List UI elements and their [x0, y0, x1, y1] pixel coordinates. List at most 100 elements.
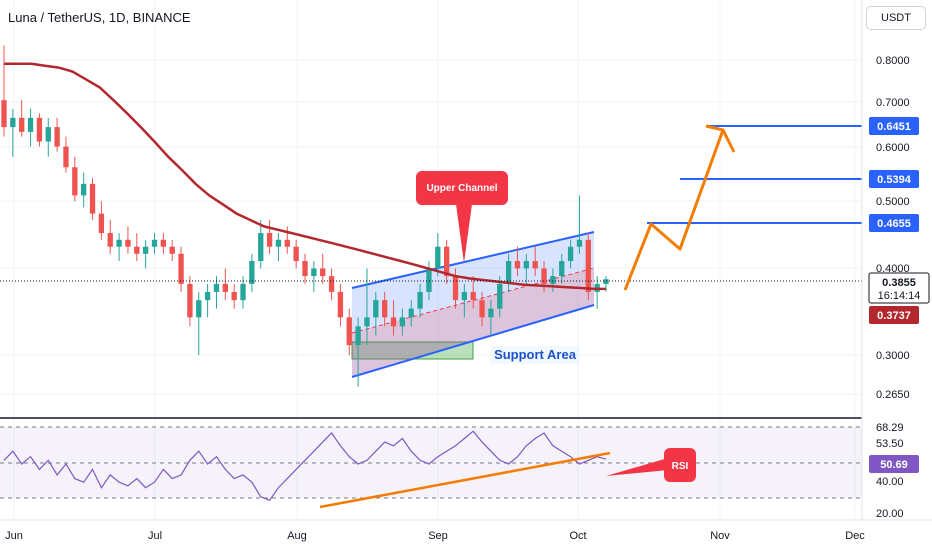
candle-body — [10, 117, 16, 128]
ma-price-label: 0.3737 — [869, 306, 919, 324]
candle-body — [567, 246, 574, 262]
candle-body — [98, 213, 105, 234]
candle-body — [532, 261, 538, 269]
candle-body — [470, 291, 476, 301]
candle-body — [258, 233, 264, 262]
candle-body — [151, 239, 158, 247]
rsi-line — [3, 430, 607, 502]
rsi-tick: 53.50 — [876, 438, 904, 450]
candle-body — [585, 239, 591, 292]
time-label: Jun — [5, 530, 23, 542]
target-label-3: 0.4655 — [869, 214, 919, 232]
candle-body — [479, 300, 485, 318]
candle-body — [337, 291, 344, 318]
price-tick: 0.5000 — [876, 196, 910, 208]
candle-body — [364, 317, 370, 327]
candle-body — [355, 326, 361, 346]
candle-body — [275, 239, 282, 247]
rsi-axis[interactable]: 68.29 53.50 40.00 20.00 — [876, 422, 904, 520]
support-area-label-bg — [491, 346, 579, 364]
moving-average-line — [4, 62, 607, 291]
upper-channel-callout: Upper Channel — [416, 171, 508, 263]
candle-body — [213, 283, 220, 292]
channel-lower-line — [351, 304, 595, 378]
candle-body — [576, 239, 583, 247]
time-label: Oct — [569, 530, 586, 542]
candle-body — [19, 117, 25, 132]
candle-body — [514, 261, 521, 269]
svg-text:50.69: 50.69 — [880, 459, 908, 471]
candle-body — [488, 308, 494, 318]
candle-body — [160, 239, 167, 247]
projection-path — [623, 129, 725, 291]
candle-body — [559, 261, 565, 277]
candle-body — [443, 246, 450, 277]
projection-arrowhead — [705, 124, 736, 153]
rsi-tick: 20.00 — [876, 508, 904, 520]
candle-body — [408, 308, 414, 318]
price-axis[interactable]: 0.8000 0.7000 0.6000 0.5000 0.4000 0.300… — [876, 55, 910, 401]
target-label-2: 0.5394 — [869, 170, 919, 188]
candle-body — [497, 283, 503, 309]
rsi-tick: 40.00 — [876, 476, 904, 488]
price-tick: 0.6000 — [876, 142, 910, 154]
candle-body — [266, 233, 273, 247]
candle-body — [328, 276, 335, 292]
current-price-label: 0.3855 16:14:14 — [868, 272, 930, 304]
candle-body — [116, 239, 122, 247]
rsi-trendline — [319, 451, 611, 509]
candle-body — [1, 100, 7, 128]
time-label: Jul — [148, 530, 162, 542]
svg-text:0.5394: 0.5394 — [877, 174, 912, 186]
candle-body — [417, 291, 423, 309]
candle-body — [63, 146, 69, 168]
time-axis[interactable]: Jun Jul Aug Sep Oct Nov Dec — [5, 530, 865, 542]
candle-body — [382, 300, 388, 318]
rsi-tick: 68.29 — [876, 422, 904, 434]
time-label: Sep — [428, 530, 448, 542]
candle-body — [603, 279, 609, 284]
candle-body — [204, 291, 211, 301]
candle-body — [452, 276, 459, 301]
candle-body — [36, 117, 43, 142]
price-tick: 0.8000 — [876, 55, 910, 67]
svg-text:0.6451: 0.6451 — [877, 121, 911, 133]
candle-body — [187, 283, 193, 318]
candle-body — [426, 268, 432, 292]
target-label-1: 0.6451 — [869, 117, 919, 135]
time-label: Nov — [710, 530, 730, 542]
channel-lower-fill — [352, 268, 594, 377]
candle-body — [461, 291, 468, 301]
candle-body — [550, 276, 556, 284]
channel-upper-line — [351, 231, 595, 289]
support-area-label: Support Area — [494, 347, 577, 362]
currency-button[interactable]: USDT — [866, 6, 926, 30]
candle-body — [54, 127, 60, 147]
candle-body — [320, 268, 326, 277]
candle-body — [107, 233, 113, 247]
svg-text:0.4655: 0.4655 — [877, 218, 911, 230]
candle-body — [523, 261, 529, 269]
svg-text:0.3855: 0.3855 — [882, 277, 916, 289]
rsi-callout-label: RSI — [672, 461, 689, 472]
countdown-label: 16:14:14 — [878, 290, 921, 302]
candle-body — [222, 283, 228, 292]
time-label: Aug — [287, 530, 307, 542]
candle-body — [399, 317, 406, 327]
rsi-current-label: 50.69 — [869, 455, 919, 473]
candle-body — [505, 261, 512, 284]
candle-body — [142, 246, 149, 254]
candle-body — [435, 246, 441, 269]
candle-body — [72, 167, 78, 196]
candle-body — [89, 183, 96, 214]
candle-body — [45, 127, 51, 142]
time-label: Dec — [845, 530, 865, 542]
candle-body — [541, 268, 547, 284]
candle-body — [249, 261, 255, 284]
price-tick: 0.2650 — [876, 389, 910, 401]
upper-channel-label: Upper Channel — [426, 183, 497, 194]
candle-body — [284, 239, 290, 247]
candle-body — [169, 246, 175, 254]
candle-body — [196, 300, 202, 318]
